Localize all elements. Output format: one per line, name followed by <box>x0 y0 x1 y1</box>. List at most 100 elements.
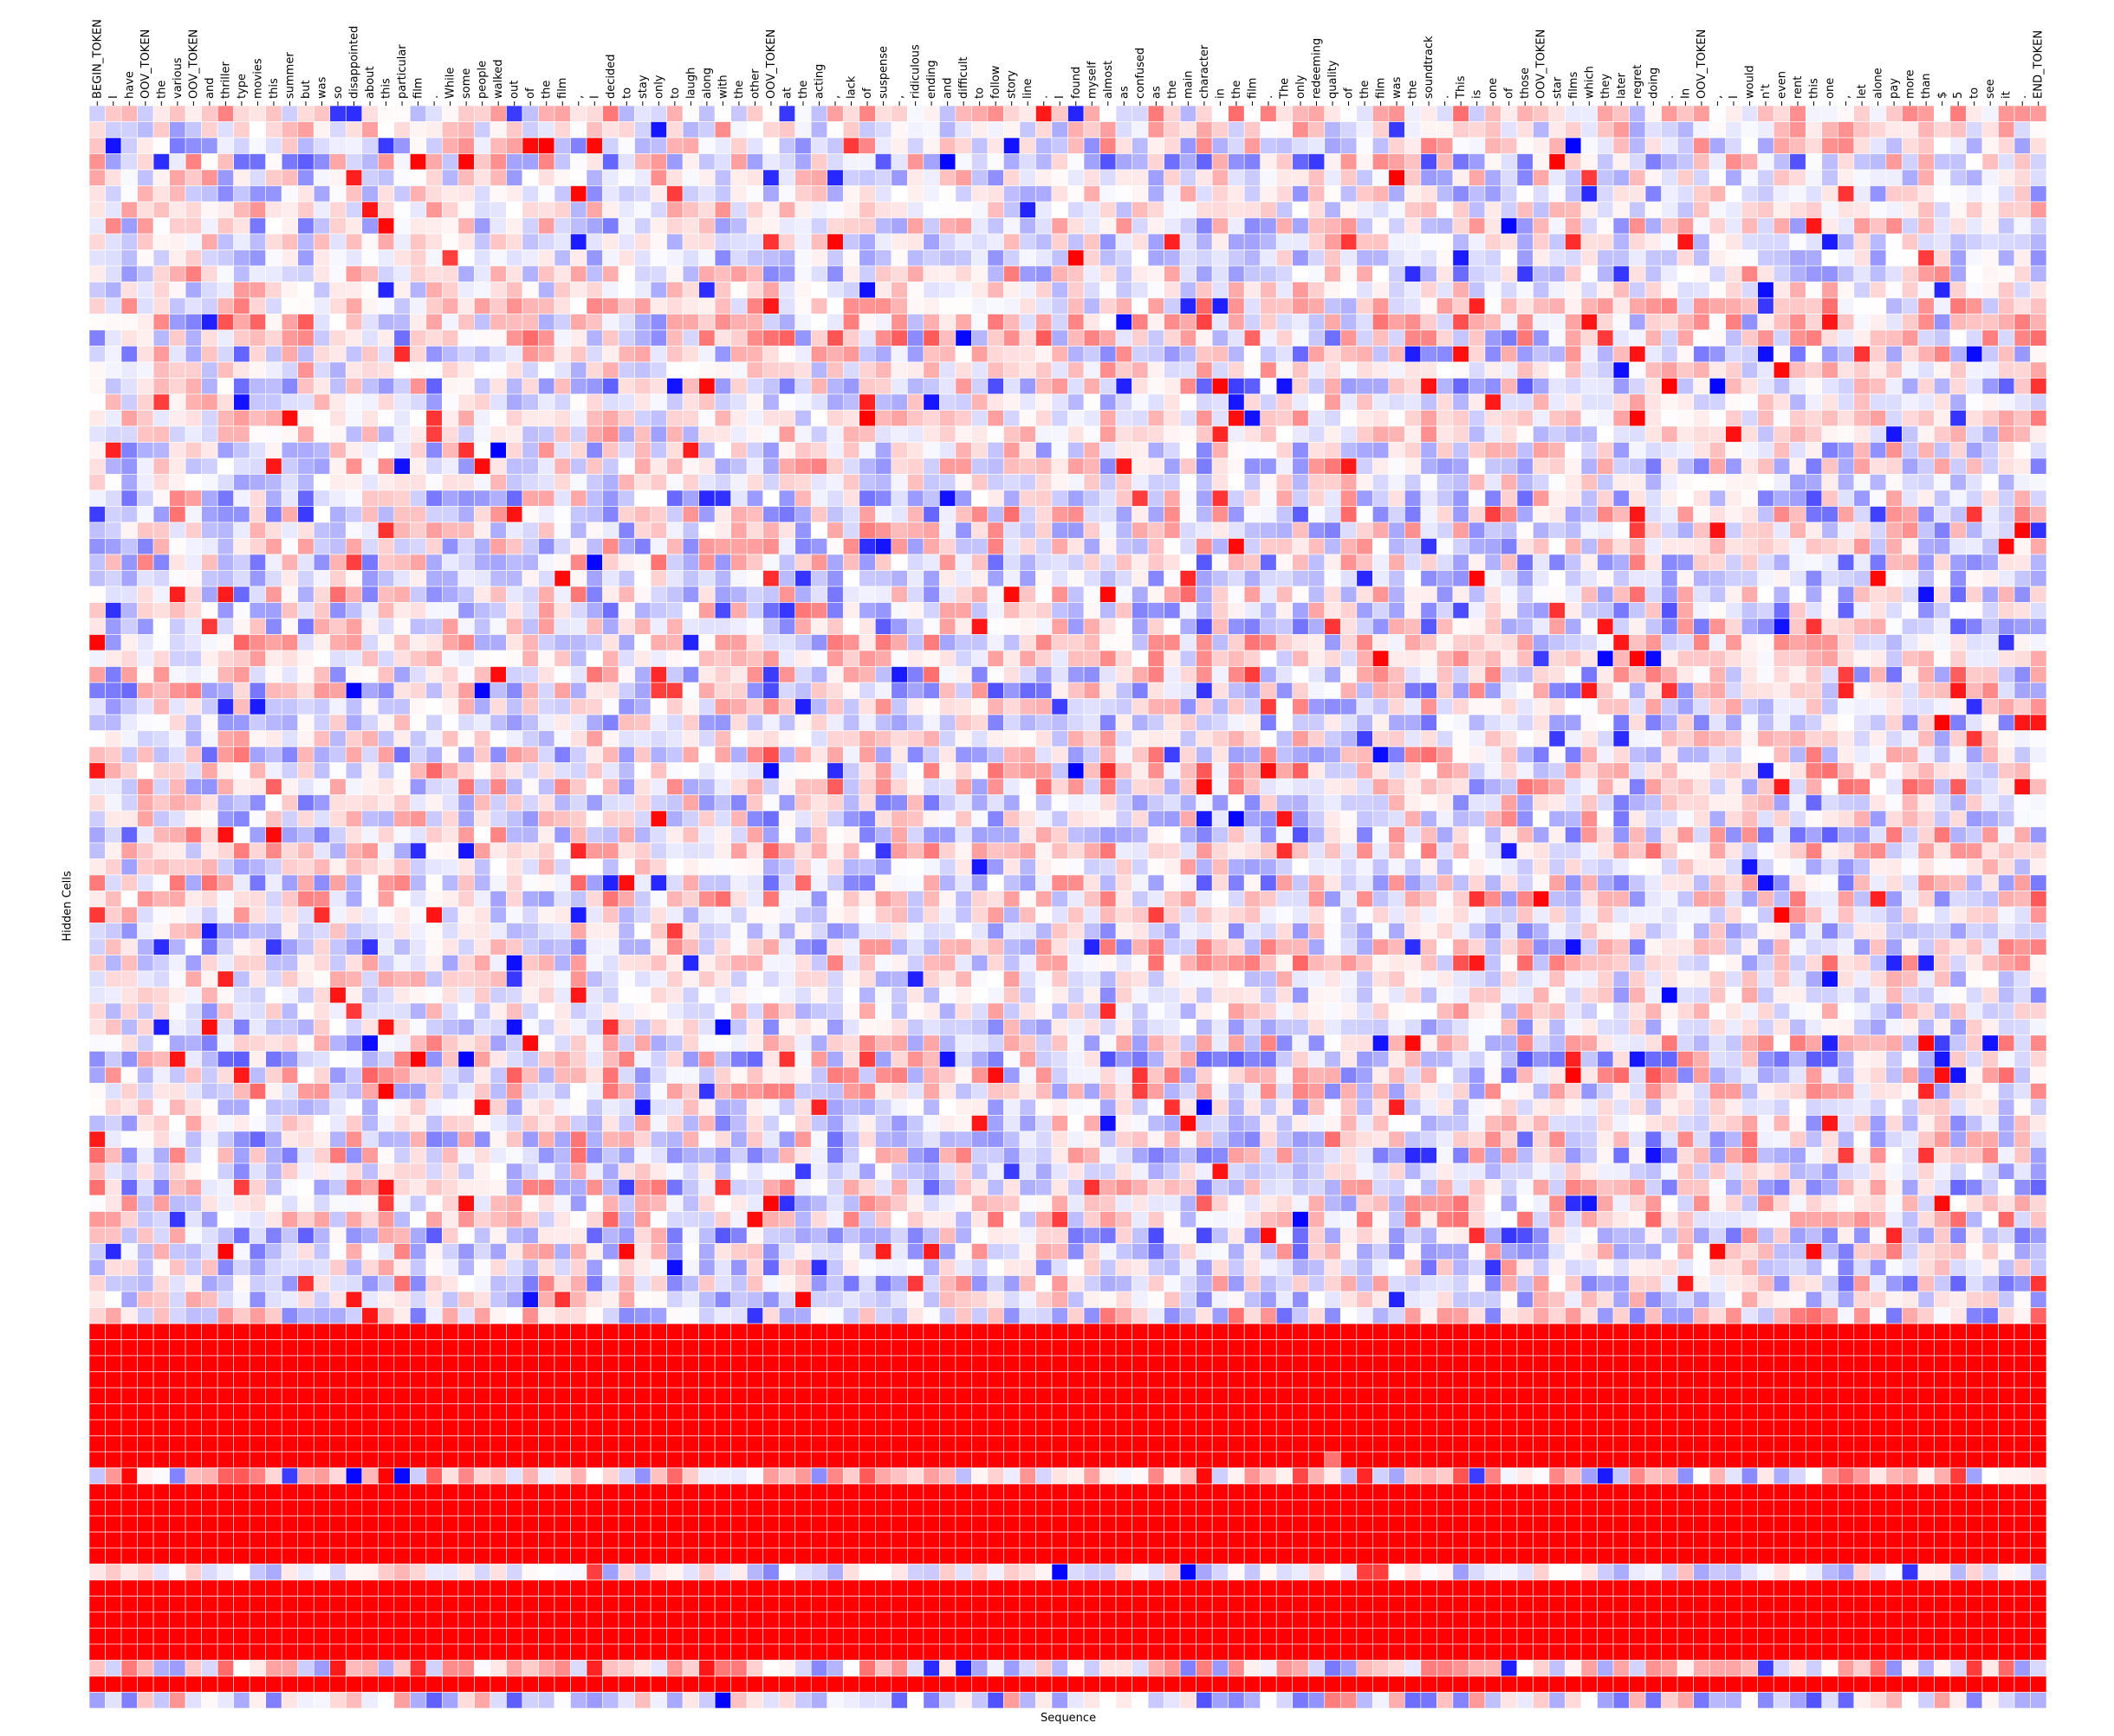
heatmap-cell <box>297 714 315 731</box>
heatmap-cell <box>730 682 748 699</box>
heatmap-cell <box>1548 425 1566 443</box>
heatmap-cell <box>1693 698 1710 716</box>
heatmap-cell <box>955 314 972 331</box>
heatmap-cell <box>827 153 844 171</box>
heatmap-cell <box>1773 105 1791 122</box>
heatmap-cell <box>1917 457 1935 475</box>
heatmap-cell <box>442 618 459 635</box>
heatmap-cell <box>1934 265 1951 282</box>
heatmap-cell <box>313 105 331 122</box>
heatmap-cell <box>1003 442 1021 459</box>
heatmap-cell <box>1629 361 1646 379</box>
heatmap-cell <box>971 425 989 443</box>
heatmap-cell <box>1372 650 1390 667</box>
heatmap-cell <box>120 425 138 443</box>
heatmap-cell <box>217 634 234 651</box>
heatmap-cell <box>810 698 828 716</box>
heatmap-cell <box>1420 121 1437 139</box>
heatmap-cell <box>1051 233 1068 250</box>
heatmap-cell <box>88 538 106 555</box>
heatmap-cell <box>297 666 315 683</box>
heatmap-cell <box>971 602 989 619</box>
heatmap-cell <box>1805 634 1823 651</box>
heatmap-cell <box>1003 201 1021 218</box>
heatmap-cell <box>746 602 763 619</box>
heatmap-cell <box>361 425 379 443</box>
heatmap-cell <box>570 265 587 282</box>
heatmap-cell <box>714 249 731 267</box>
heatmap-cell <box>457 249 475 267</box>
heatmap-cell <box>1339 618 1358 635</box>
heatmap-cell <box>1099 602 1117 619</box>
heatmap-cell <box>1837 730 1855 748</box>
heatmap-cell <box>586 314 603 331</box>
heatmap-cell <box>120 378 138 395</box>
heatmap-cell <box>1693 282 1710 299</box>
heatmap-cell <box>2013 442 2031 459</box>
heatmap-cell <box>1516 378 1534 395</box>
heatmap-cell <box>714 265 731 282</box>
heatmap-cell <box>185 442 202 459</box>
heatmap-cell <box>442 297 459 314</box>
heatmap-cell <box>1565 554 1582 571</box>
heatmap-cell <box>425 137 443 154</box>
heatmap-cell <box>1179 137 1196 154</box>
heatmap-cell <box>602 682 619 699</box>
heatmap-cell <box>1661 121 1678 139</box>
heatmap-cell <box>1339 297 1358 314</box>
heatmap-cell <box>1709 185 1726 203</box>
heatmap-cell <box>105 121 122 139</box>
heatmap-cell <box>1821 393 1838 411</box>
heatmap-cell <box>361 393 379 411</box>
heatmap-cell <box>1099 489 1117 507</box>
heatmap-cell <box>1676 554 1694 571</box>
heatmap-cell <box>410 265 427 282</box>
heatmap-cell <box>1949 137 1967 154</box>
heatmap-cell <box>746 105 763 122</box>
heatmap-cell <box>1292 153 1309 171</box>
heatmap-cell <box>1644 282 1662 299</box>
heatmap-cell <box>682 538 699 555</box>
heatmap-cell <box>827 233 844 250</box>
heatmap-cell <box>1837 297 1855 314</box>
heatmap-cell <box>1548 233 1566 250</box>
heatmap-cell <box>1211 554 1229 571</box>
heatmap-cell <box>1260 265 1277 282</box>
heatmap-cell <box>874 393 892 411</box>
heatmap-cell <box>297 698 315 716</box>
heatmap-cell <box>1709 666 1726 683</box>
heatmap-cell <box>1083 282 1100 299</box>
heatmap-cell <box>698 201 716 218</box>
heatmap-cell <box>554 730 571 748</box>
heatmap-cell <box>1676 185 1694 203</box>
heatmap-cell <box>1469 554 1486 571</box>
heatmap-cell <box>1404 346 1422 363</box>
heatmap-cell <box>1132 586 1149 603</box>
heatmap-cell <box>1709 586 1726 603</box>
heatmap-cell <box>1019 137 1036 154</box>
heatmap-cell <box>506 666 523 683</box>
heatmap-cell <box>1356 137 1373 154</box>
heatmap-cell <box>361 457 379 475</box>
heatmap-cell <box>1998 297 2015 314</box>
heatmap-cell <box>457 265 475 282</box>
heatmap-cell <box>361 361 379 379</box>
heatmap-cell <box>281 410 299 427</box>
heatmap-cell <box>1035 746 1053 763</box>
heatmap-cell <box>1211 233 1229 250</box>
heatmap-cell <box>955 442 972 459</box>
heatmap-cell <box>650 554 667 571</box>
heatmap-cell <box>1516 169 1534 186</box>
heatmap-cell <box>217 137 234 154</box>
heatmap-cell <box>1228 634 1245 651</box>
heatmap-cell <box>1083 169 1100 186</box>
heatmap-cell <box>217 698 234 716</box>
heatmap-cell <box>1661 378 1678 395</box>
heatmap-cell <box>1917 121 1935 139</box>
heatmap-cell <box>1837 121 1855 139</box>
heatmap-cell <box>762 634 780 651</box>
heatmap-cell <box>891 730 908 748</box>
heatmap-cell <box>1275 361 1294 379</box>
heatmap-cell <box>1469 265 1486 282</box>
heatmap-cell <box>281 105 299 122</box>
